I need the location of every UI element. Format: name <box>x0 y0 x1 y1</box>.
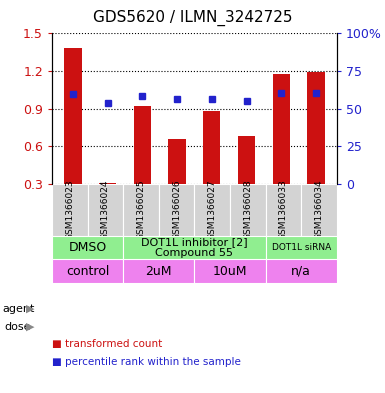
Bar <box>194 259 266 283</box>
Bar <box>123 259 194 283</box>
Bar <box>168 140 186 184</box>
Text: control: control <box>66 264 109 277</box>
Text: GSM1366033: GSM1366033 <box>279 180 288 240</box>
Bar <box>159 184 194 236</box>
Bar <box>123 184 159 236</box>
Bar <box>134 106 151 184</box>
Bar <box>88 184 123 236</box>
Text: 2uM: 2uM <box>146 264 172 277</box>
Bar <box>52 184 88 236</box>
Text: GSM1366027: GSM1366027 <box>208 180 217 240</box>
Text: GSM1366034: GSM1366034 <box>315 180 323 240</box>
Text: DOT1L siRNA: DOT1L siRNA <box>272 243 331 252</box>
Text: ▶: ▶ <box>26 303 35 314</box>
Text: GSM1366026: GSM1366026 <box>172 180 181 240</box>
Bar <box>52 236 123 259</box>
Text: GSM1366023: GSM1366023 <box>65 180 74 240</box>
Text: ■ percentile rank within the sample: ■ percentile rank within the sample <box>52 356 241 367</box>
Bar <box>230 184 266 236</box>
Text: agent: agent <box>2 303 34 314</box>
Text: GSM1366028: GSM1366028 <box>243 180 252 240</box>
Text: DMSO: DMSO <box>69 241 107 254</box>
Text: n/a: n/a <box>291 264 311 277</box>
Bar <box>266 259 337 283</box>
Bar <box>238 136 255 184</box>
Text: ■ transformed count: ■ transformed count <box>52 339 162 349</box>
Text: DOT1L inhibitor [2]
Compound 55: DOT1L inhibitor [2] Compound 55 <box>141 237 248 258</box>
Bar <box>64 48 82 184</box>
Text: ▶: ▶ <box>26 322 35 332</box>
Bar <box>266 236 337 259</box>
Bar <box>266 184 301 236</box>
Bar <box>273 73 290 184</box>
Text: GSM1366024: GSM1366024 <box>101 180 110 240</box>
Text: dose: dose <box>5 322 31 332</box>
Bar <box>301 184 337 236</box>
Bar <box>194 184 230 236</box>
Text: GDS5620 / ILMN_3242725: GDS5620 / ILMN_3242725 <box>93 9 292 26</box>
Text: 10uM: 10uM <box>213 264 247 277</box>
Bar <box>203 111 221 184</box>
Bar <box>123 236 266 259</box>
Text: GSM1366025: GSM1366025 <box>137 180 146 240</box>
Bar <box>307 72 325 184</box>
Bar <box>52 259 123 283</box>
